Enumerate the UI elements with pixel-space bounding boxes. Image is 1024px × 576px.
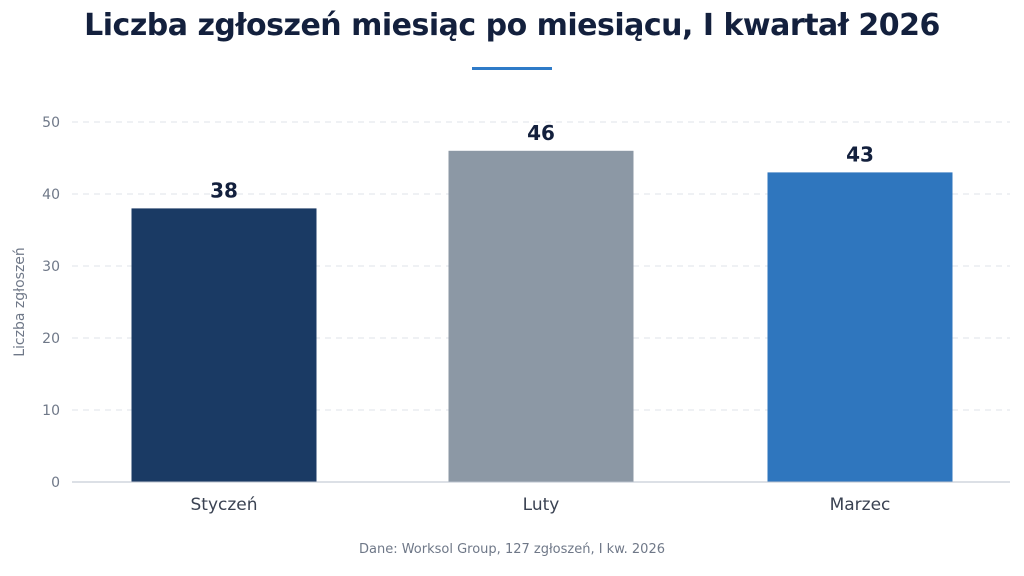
- y-tick-label: 30: [42, 259, 60, 275]
- y-tick-label: 50: [42, 115, 60, 131]
- y-tick-label: 10: [42, 403, 60, 419]
- data-label: 43: [846, 142, 874, 166]
- y-tick-labels: 0 10 20 30 40 50: [42, 115, 60, 491]
- y-tick-label: 40: [42, 187, 60, 203]
- x-tick-label: Luty: [523, 495, 560, 515]
- title-accent-rule: [472, 67, 552, 70]
- data-label: 38: [210, 178, 238, 202]
- y-axis-label: Liczba zgłoszeń: [12, 247, 28, 357]
- source-note: Dane: Worksol Group, 127 zgłoszeń, I kw.…: [358, 542, 665, 557]
- bars: [131, 150, 953, 483]
- data-labels: 38 46 43: [210, 121, 874, 203]
- y-tick-label: 20: [42, 331, 60, 347]
- x-tick-labels: Styczeń Luty Marzec: [190, 495, 890, 515]
- y-tick-label: 0: [51, 475, 60, 491]
- bar-styczeń: [131, 208, 317, 482]
- x-tick-label: Marzec: [830, 495, 891, 515]
- data-label: 46: [527, 121, 555, 145]
- x-tick-label: Styczeń: [190, 495, 257, 515]
- bar-marzec: [767, 172, 953, 482]
- bar-luty: [448, 150, 634, 483]
- chart-title: Liczba zgłoszeń miesiąc po miesiącu, I k…: [84, 8, 940, 43]
